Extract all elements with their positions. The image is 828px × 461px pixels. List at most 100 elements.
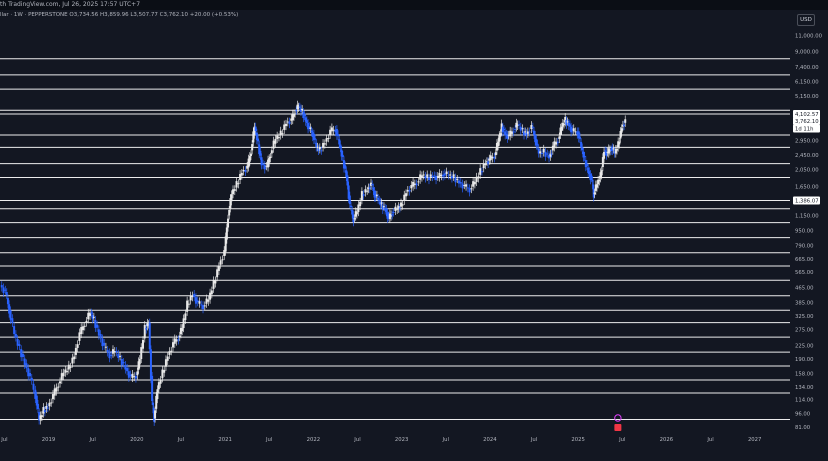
candle-body	[224, 236, 227, 252]
candle-body	[263, 164, 266, 170]
ohlc-c-value: 3,762.10	[163, 12, 189, 18]
price-axis[interactable]: 11,000.00 9,000.00 7,400.00 6,150.00 5,150.0…	[793, 33, 823, 431]
candle-body	[507, 134, 510, 136]
candle-body	[535, 138, 538, 146]
price-tick-label: 325.00	[795, 314, 814, 320]
candle-body	[214, 280, 217, 284]
candle-body	[568, 124, 571, 127]
candle-body	[157, 382, 160, 390]
price-highlight-label: 4,102.57	[795, 112, 819, 118]
candle-body	[217, 266, 220, 271]
candle-body	[89, 312, 92, 316]
candle-body	[322, 142, 325, 148]
candle-body	[60, 373, 63, 380]
candle-body	[489, 155, 492, 161]
candle-body	[585, 163, 588, 166]
candle-body	[159, 379, 162, 384]
candle-body	[563, 123, 566, 125]
candle-body	[342, 160, 345, 169]
candle-body	[34, 389, 37, 399]
candle-body	[555, 141, 558, 145]
candle-body	[274, 138, 277, 144]
price-tick-label: 11,000.00	[795, 33, 823, 39]
candle-body	[611, 147, 614, 151]
candle-body	[138, 358, 141, 365]
candle-body	[506, 134, 509, 139]
candle-body	[475, 176, 478, 182]
candle-body	[542, 148, 545, 153]
candle-body	[618, 141, 621, 145]
candle-body	[286, 121, 289, 123]
candle-body	[210, 290, 213, 295]
candle-body	[283, 124, 286, 130]
candle-body	[155, 395, 158, 409]
candle-body	[9, 310, 12, 320]
candle-body	[73, 356, 76, 360]
candle-body	[148, 322, 151, 350]
candle-body	[443, 173, 446, 176]
candle-body	[43, 410, 46, 413]
candle-body	[315, 142, 318, 148]
price-tick-label: 114.00	[795, 398, 814, 404]
candle-body	[592, 184, 595, 190]
candle-body	[370, 182, 373, 186]
ohlc-h-value: 3,859.96	[104, 12, 129, 18]
candle-body	[347, 185, 350, 199]
candle-body	[574, 131, 577, 133]
markers-group	[614, 414, 622, 431]
candle-body	[452, 174, 455, 177]
time-axis[interactable]: Jul 2019 Jul 2020 Jul 2021 Jul 2022 Jul 2023 Jul 20…	[0, 437, 761, 443]
price-tick-label: 7,400.00	[795, 65, 819, 71]
candle-body	[588, 171, 591, 175]
candle-body	[23, 358, 26, 365]
candle-body	[240, 172, 243, 176]
candle-body	[4, 289, 7, 291]
candle-body	[325, 138, 328, 142]
candle-body	[354, 211, 357, 217]
candle-body	[339, 144, 342, 149]
price-tick-label: 190.00	[795, 357, 814, 363]
candle-body	[497, 141, 500, 147]
candle-body	[94, 319, 97, 328]
candle-body	[571, 129, 574, 131]
candle-body	[267, 159, 270, 168]
candle-body	[20, 349, 23, 358]
price-highlight-box	[793, 124, 820, 133]
candle-body	[181, 328, 184, 332]
candle-body	[350, 205, 353, 207]
candle-body	[420, 175, 423, 178]
candle-body	[501, 126, 504, 133]
price-tick-label: 158.00	[795, 372, 814, 378]
candle-body	[143, 324, 146, 339]
candle-body	[335, 128, 338, 136]
candle-body	[46, 407, 49, 409]
candle-body	[599, 172, 602, 179]
candle-body	[202, 305, 205, 310]
price-tick-label: 2,050.00	[795, 167, 819, 173]
candle-body	[604, 150, 607, 152]
candle-body	[621, 124, 624, 127]
candle-body	[457, 180, 460, 184]
candle-body	[265, 165, 268, 167]
candle-body	[295, 110, 298, 112]
time-tick-label: Jul	[265, 437, 272, 443]
candle-body	[104, 346, 107, 348]
candle-body	[247, 158, 250, 168]
candle-body	[510, 131, 513, 134]
candle-body	[45, 406, 48, 409]
candle-body	[521, 128, 524, 130]
candle-body	[494, 152, 497, 156]
currency-button[interactable]: USD	[797, 14, 815, 26]
candle-body	[200, 304, 203, 306]
candle-body	[237, 183, 240, 185]
candle-body	[606, 151, 609, 153]
candle-body	[219, 260, 222, 265]
candle-body	[96, 324, 99, 328]
candle-body	[187, 303, 190, 305]
candle-body	[279, 130, 282, 136]
candle-body	[406, 189, 409, 192]
candle-body	[551, 145, 554, 151]
candle-body	[136, 371, 139, 376]
candle-body	[67, 364, 70, 370]
